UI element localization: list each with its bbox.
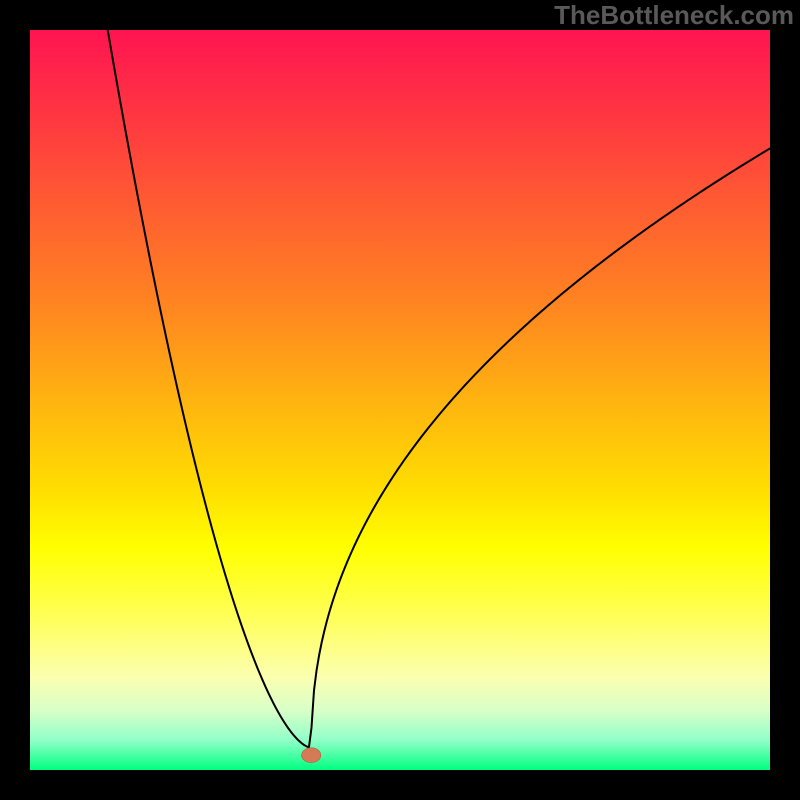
plot-area bbox=[30, 30, 770, 770]
optimal-point-marker bbox=[302, 748, 321, 763]
gradient-background bbox=[30, 30, 770, 770]
watermark-text: TheBottleneck.com bbox=[554, 0, 794, 31]
chart-svg bbox=[30, 30, 770, 770]
chart-container: TheBottleneck.com bbox=[0, 0, 800, 800]
